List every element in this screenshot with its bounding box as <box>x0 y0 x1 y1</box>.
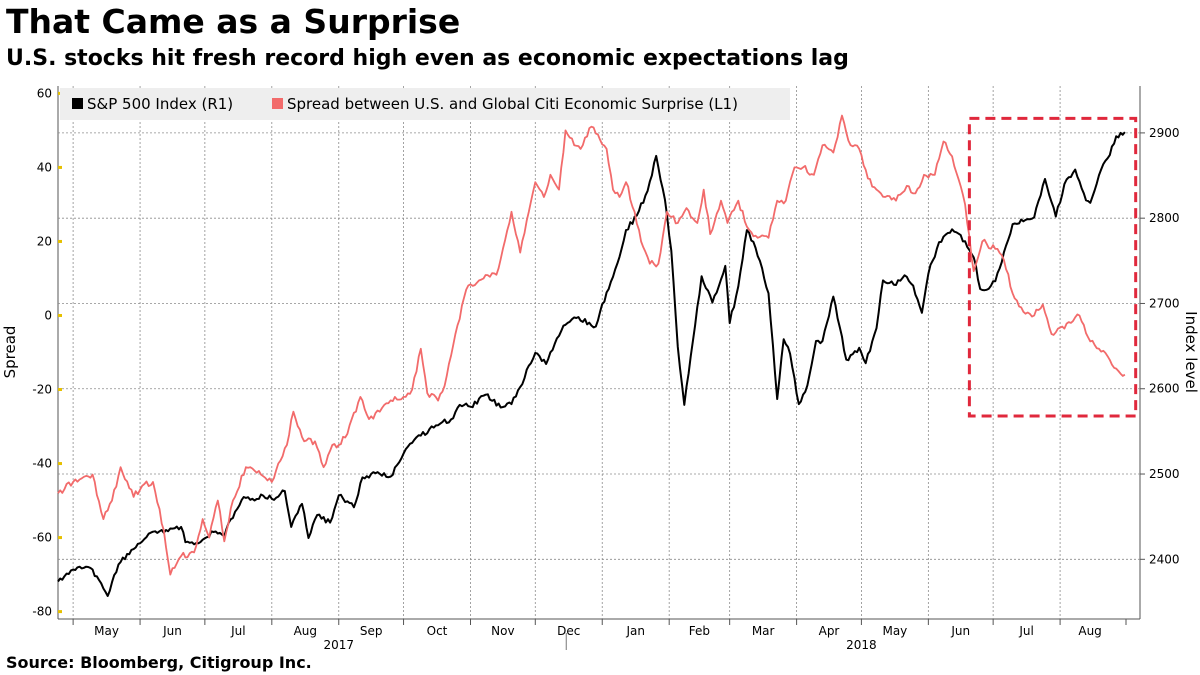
x-tick-label: Mar <box>752 624 775 638</box>
y-axis-label-right: Index level <box>1182 311 1200 393</box>
right-tick-label: 2900 <box>1149 126 1180 140</box>
x-tick-label: Apr <box>819 624 840 638</box>
source-note: Source: Bloomberg, Citigroup Inc. <box>6 653 312 672</box>
left-tick-label: -60 <box>32 531 52 545</box>
right-tick-label: 2400 <box>1149 552 1180 566</box>
y-axis-label-left: Spread <box>1 326 19 379</box>
x-tick-label: Dec <box>557 624 580 638</box>
x-tick-label: Jul <box>230 624 245 638</box>
chart-subtitle: U.S. stocks hit fresh record high even a… <box>6 46 849 71</box>
legend-label-sp500: S&P 500 Index (R1) <box>87 95 233 113</box>
plot-background <box>58 86 1140 619</box>
highlight-layer <box>967 116 1138 418</box>
x-tick-label: Jan <box>625 624 645 638</box>
left-axis: 60 40 20 0 -20 -40 -60 -80 <box>32 86 62 619</box>
legend-label-spread: Spread between U.S. and Global Citi Econ… <box>287 95 738 113</box>
x-axis: May Jun Jul Aug Sep Oct Nov Dec Jan Feb Mar Apr May J… <box>72 619 1127 650</box>
x-tick-label: May <box>882 624 907 638</box>
x-tick-label: Jun <box>162 624 182 638</box>
x-tick-label: Nov <box>491 624 514 638</box>
legend-swatch-sp500 <box>72 98 83 109</box>
x-tick-label: Feb <box>689 624 710 638</box>
x-tick-label: Jul <box>1018 624 1033 638</box>
chart: 60 40 20 0 -20 -40 -60 -80 2900 2800 2700 2600 2500… <box>1 86 1200 650</box>
highlight-box <box>967 116 1138 418</box>
x-tick-label: Sep <box>360 624 383 638</box>
left-tick-label: -40 <box>32 457 52 471</box>
right-tick-label: 2800 <box>1149 211 1180 225</box>
x-tick-label: Oct <box>427 624 448 638</box>
right-tick-label: 2500 <box>1149 467 1180 481</box>
series-line-spread <box>57 114 1126 576</box>
series-line-sp500 <box>57 131 1126 597</box>
left-tick-label: 0 <box>44 308 52 322</box>
legend-background <box>60 88 790 120</box>
right-tick-label: 2600 <box>1149 382 1180 396</box>
left-tick-label: -80 <box>32 605 52 619</box>
left-tick-label: -20 <box>32 383 52 397</box>
left-tick-label: 40 <box>37 160 52 174</box>
right-tick-label: 2700 <box>1149 296 1180 310</box>
left-tick-label: 20 <box>37 234 52 248</box>
right-axis: 2900 2800 2700 2600 2500 2400 <box>1140 126 1180 566</box>
year-label: 2018 <box>846 638 877 650</box>
left-tick-label: 60 <box>37 86 52 100</box>
grid <box>57 86 1141 620</box>
x-tick-label: Jun <box>950 624 970 638</box>
series-layer <box>57 114 1126 597</box>
chart-title: That Came as a Surprise <box>6 2 461 41</box>
legend-swatch-spread <box>272 98 283 109</box>
x-tick-label: Aug <box>1078 624 1101 638</box>
legend: S&P 500 Index (R1) Spread between U.S. a… <box>60 88 790 120</box>
x-tick-label: May <box>94 624 119 638</box>
x-tick-label: Aug <box>294 624 317 638</box>
year-label: 2017 <box>323 638 354 650</box>
